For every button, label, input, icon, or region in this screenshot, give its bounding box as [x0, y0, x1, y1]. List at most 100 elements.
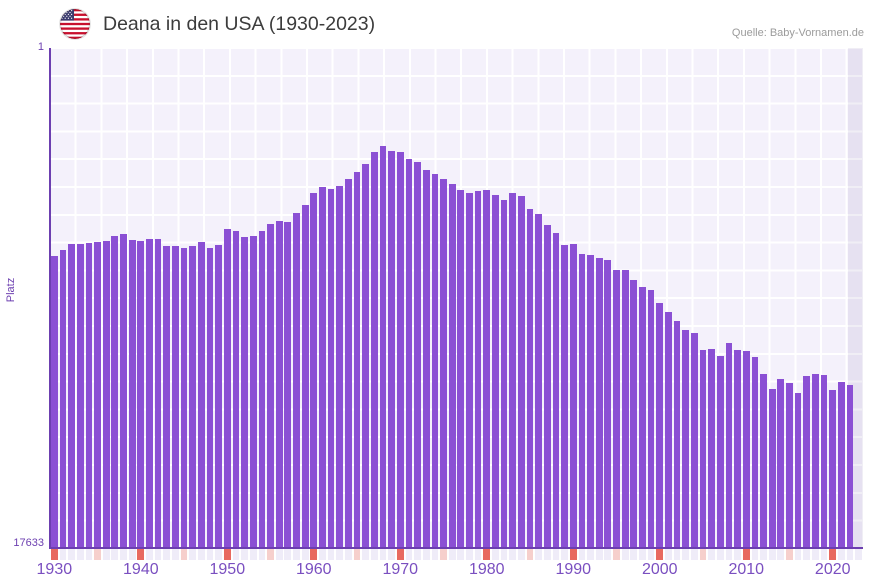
bar: [154, 238, 162, 548]
bar: [94, 241, 101, 548]
x-axis-tick-label: 2020: [814, 561, 851, 578]
bar: [336, 186, 344, 548]
x-tick-year: [621, 549, 629, 560]
x-tick-year: [630, 549, 638, 560]
x-axis-tick-row: [50, 549, 863, 560]
x-tick-year: [59, 549, 67, 560]
y-axis-top-label: 1: [37, 41, 44, 53]
bar: [189, 245, 197, 548]
x-tick-year: [414, 549, 421, 560]
x-tick-year: [241, 549, 248, 560]
bar: [457, 190, 465, 548]
x-tick-year: [812, 549, 819, 560]
bar: [526, 209, 534, 548]
y-axis-bottom-label: 17633: [13, 537, 44, 549]
x-axis-tick-label: 1930: [36, 561, 73, 578]
bar: [102, 240, 110, 548]
bar: [492, 194, 499, 548]
bar: [197, 242, 205, 548]
bar: [422, 169, 430, 548]
x-tick-year: [336, 549, 344, 560]
bar: [846, 385, 854, 548]
x-tick-year: [293, 549, 300, 560]
bar: [587, 254, 594, 548]
x-tick-year: [838, 549, 845, 560]
bar: [370, 151, 378, 548]
x-tick-half-decade: [267, 549, 274, 560]
x-tick-decade: [656, 549, 664, 560]
bar: [85, 242, 93, 548]
bar: [448, 183, 456, 548]
x-tick-year: [111, 549, 119, 560]
x-tick-year: [249, 549, 257, 560]
bar: [812, 373, 819, 548]
x-tick-year: [595, 549, 603, 560]
bar: [50, 255, 58, 548]
x-axis-tick-label: 2000: [641, 561, 678, 578]
x-tick-year: [319, 549, 326, 560]
bar: [838, 382, 845, 548]
bar: [137, 240, 145, 548]
x-tick-year: [535, 549, 543, 560]
bar: [379, 145, 387, 548]
x-tick-year: [855, 549, 863, 560]
x-tick-year: [275, 549, 283, 560]
x-axis-tick-label: 1990: [555, 561, 592, 578]
bar: [362, 163, 370, 548]
x-tick-year: [543, 549, 551, 560]
x-axis-tick-label: 1940: [123, 561, 159, 578]
x-tick-year: [665, 549, 672, 560]
page-title: Deana in den USA (1930-2023): [103, 13, 376, 35]
x-tick-half-decade: [613, 549, 620, 560]
bar: [552, 233, 560, 548]
bar: [613, 270, 620, 548]
x-tick-year: [794, 549, 802, 560]
bar: [751, 357, 759, 548]
source-attribution: Quelle: Baby-Vornamen.de: [731, 27, 864, 39]
x-tick-year: [457, 549, 465, 560]
chart-header: Deana in den USA (1930-2023) Quelle: Bab…: [0, 0, 873, 48]
x-tick-year: [68, 549, 75, 560]
x-tick-year: [561, 549, 568, 560]
x-tick-year: [120, 549, 127, 560]
bar: [396, 151, 404, 548]
bar: [509, 193, 517, 548]
x-tick-decade: [829, 549, 837, 560]
bar: [68, 243, 75, 548]
x-tick-year: [578, 549, 586, 560]
x-tick-year: [128, 549, 136, 560]
bar: [146, 239, 153, 548]
x-tick-year: [284, 549, 292, 560]
bar: [708, 349, 715, 548]
bar: [345, 178, 352, 548]
x-tick-year: [327, 549, 335, 560]
bar: [604, 260, 612, 548]
bar: [595, 257, 603, 548]
bar: [483, 190, 491, 548]
x-tick-year: [232, 549, 240, 560]
bar: [794, 392, 802, 548]
x-tick-year: [509, 549, 517, 560]
bar: [682, 329, 690, 548]
y-axis-line: [49, 48, 51, 549]
x-tick-year: [206, 549, 214, 560]
x-tick-year: [422, 549, 430, 560]
bar: [820, 374, 828, 548]
bar: [803, 375, 811, 548]
x-tick-year: [258, 549, 266, 560]
bar: [621, 270, 629, 548]
x-tick-year: [734, 549, 741, 560]
bar: [284, 221, 292, 548]
x-tick-year: [474, 549, 482, 560]
x-tick-half-decade: [786, 549, 793, 560]
bar: [223, 228, 231, 548]
bar: [267, 224, 274, 548]
x-tick-year: [517, 549, 525, 560]
us-flag-icon: [60, 9, 90, 39]
bar: [569, 243, 577, 548]
x-tick-year: [716, 549, 724, 560]
bar: [327, 188, 335, 548]
x-tick-year: [587, 549, 594, 560]
x-tick-half-decade: [699, 549, 707, 560]
bar: [500, 199, 508, 548]
